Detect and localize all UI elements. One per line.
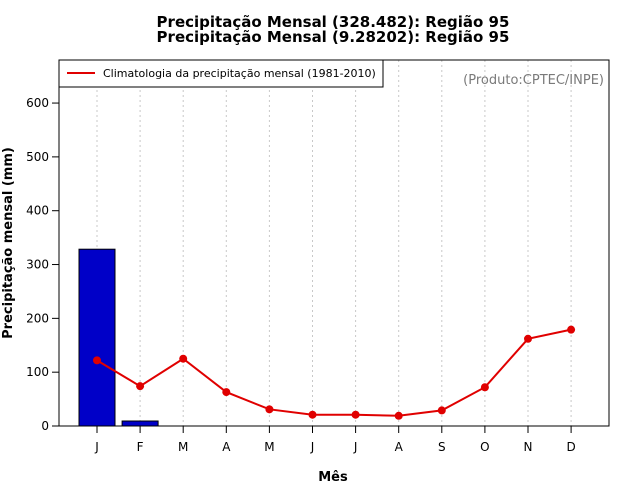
x-tick-label: O bbox=[480, 440, 489, 454]
bar bbox=[78, 248, 116, 427]
legend: Climatologia da precipitação mensal (198… bbox=[58, 59, 384, 88]
climatology-point bbox=[524, 334, 532, 343]
bar-series bbox=[78, 248, 159, 427]
x-tick-label: A bbox=[395, 440, 404, 454]
climatology-point bbox=[93, 356, 101, 365]
x-tick-label: F bbox=[137, 440, 144, 454]
climatology-point bbox=[265, 405, 274, 414]
y-tick-label: 200 bbox=[26, 311, 49, 325]
x-tick-label: D bbox=[566, 440, 575, 454]
plot-frame bbox=[58, 59, 610, 427]
x-tick-label: J bbox=[310, 440, 315, 454]
climatology-point bbox=[136, 382, 145, 391]
x-tick-label: M bbox=[178, 440, 188, 454]
climatology-point bbox=[394, 411, 403, 420]
y-tick-label: 0 bbox=[41, 419, 49, 433]
x-tick-label: S bbox=[438, 440, 446, 454]
x-tick-label: A bbox=[222, 440, 231, 454]
climatology-point bbox=[351, 410, 360, 419]
y-axis: 0 100 200 300 400 500 600 bbox=[26, 96, 59, 433]
y-tick-label: 400 bbox=[26, 204, 49, 218]
x-axis-label: Mês bbox=[318, 470, 348, 485]
y-axis-label: Precipitação mensal (mm) bbox=[1, 147, 16, 339]
climatology-point bbox=[437, 406, 446, 415]
climatology-point bbox=[308, 410, 317, 419]
y-tick-label: 600 bbox=[26, 96, 49, 110]
chart-title-line-2: Precipitação Mensal (9.28202): Região 95 bbox=[157, 28, 510, 46]
climatology-point bbox=[222, 388, 231, 397]
climatology-point bbox=[480, 383, 489, 392]
source-annotation: (Produto:CPTEC/INPE) bbox=[463, 73, 604, 88]
x-tick-label: M bbox=[264, 440, 274, 454]
legend-box bbox=[58, 59, 384, 88]
x-tick-label: J bbox=[353, 440, 358, 454]
climatology-point bbox=[179, 354, 188, 363]
y-tick-label: 100 bbox=[26, 365, 49, 379]
y-tick-label: 300 bbox=[26, 258, 49, 272]
climatology-point bbox=[567, 325, 576, 334]
x-tick-label: N bbox=[524, 440, 533, 454]
legend-label: Climatologia da precipitação mensal (198… bbox=[103, 67, 376, 80]
chart-title-line-1: Precipitação Mensal (328.482): Região 95 bbox=[157, 13, 510, 31]
y-tick-label: 500 bbox=[26, 150, 49, 164]
climatology-line bbox=[96, 328, 572, 417]
climatology-series bbox=[93, 325, 576, 420]
bar bbox=[121, 420, 159, 427]
x-tick-label: J bbox=[94, 440, 99, 454]
